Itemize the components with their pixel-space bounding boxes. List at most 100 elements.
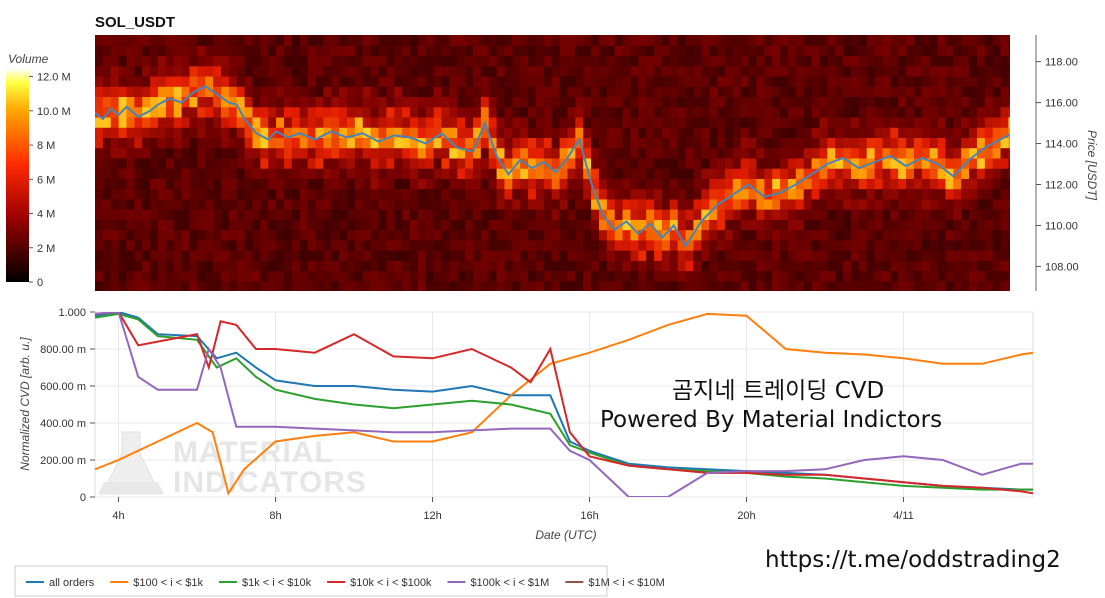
heatmap-cell xyxy=(520,178,529,190)
heatmap-cell xyxy=(378,147,387,159)
heatmap-cell xyxy=(906,147,915,159)
heatmap-cell xyxy=(953,55,962,67)
heatmap-cell xyxy=(1000,45,1010,57)
heatmap-cell xyxy=(559,188,569,200)
heatmap-cell xyxy=(835,75,844,87)
heatmap-cell xyxy=(717,250,726,261)
heatmap-cell xyxy=(291,239,301,251)
heatmap-cell xyxy=(370,86,380,98)
heatmap-cell xyxy=(772,137,781,149)
heatmap-cell xyxy=(575,198,584,210)
heatmap-cell xyxy=(283,106,293,118)
heatmap-cell xyxy=(480,178,490,190)
heatmap-cell xyxy=(630,157,639,169)
heatmap-cell xyxy=(984,280,994,291)
heatmap-cell xyxy=(693,239,702,251)
heatmap-cell xyxy=(598,86,608,98)
heatmap-cell xyxy=(362,239,372,251)
heatmap-cell xyxy=(1000,116,1010,128)
heatmap-cell xyxy=(929,178,939,190)
heatmap-cell xyxy=(1008,147,1010,159)
heatmap-cell xyxy=(134,96,143,108)
heatmap-cell xyxy=(559,178,569,190)
heatmap-cell xyxy=(512,178,521,190)
heatmap-cell xyxy=(260,147,269,159)
heatmap-cell xyxy=(969,178,978,190)
heatmap-cell xyxy=(740,65,750,77)
heatmap-cell xyxy=(685,229,695,241)
heatmap-cell xyxy=(528,137,537,149)
heatmap-cell xyxy=(606,198,616,210)
heatmap-cell xyxy=(638,209,647,220)
heatmap-cell xyxy=(331,178,340,190)
heatmap-cell xyxy=(598,280,608,291)
legend-label: $10k < i < $100k xyxy=(350,577,432,589)
heatmap-cell xyxy=(118,178,128,190)
heatmap-cell xyxy=(1008,188,1010,200)
heatmap-cell xyxy=(661,188,671,200)
heatmap-cell xyxy=(220,239,230,251)
heatmap-cell xyxy=(260,116,269,128)
heatmap-cell xyxy=(323,65,332,77)
heatmap-cell xyxy=(811,239,821,251)
heatmap-cell xyxy=(425,229,435,241)
heatmap-cell xyxy=(402,137,411,149)
heatmap-cell xyxy=(394,209,403,220)
heatmap-cell xyxy=(937,157,947,169)
heatmap-cell xyxy=(157,157,167,169)
heatmap-cell xyxy=(685,188,695,200)
heatmap-cell xyxy=(969,209,978,220)
heatmap-cell xyxy=(197,219,206,231)
heatmap-cell xyxy=(661,75,671,87)
heatmap-cell xyxy=(638,35,647,46)
heatmap-cell xyxy=(181,137,191,149)
heatmap-cell xyxy=(134,75,143,87)
heatmap-cell xyxy=(433,209,443,220)
heatmap-cell xyxy=(906,116,915,128)
heatmap-cell xyxy=(339,157,348,169)
heatmap-cell xyxy=(772,45,781,57)
heatmap-cell xyxy=(606,35,616,46)
heatmap-cell xyxy=(843,157,852,169)
heatmap-cell xyxy=(441,219,450,231)
heatmap-cell xyxy=(283,116,293,128)
heatmap-cell xyxy=(409,137,419,149)
heatmap-cell xyxy=(291,35,301,46)
heatmap-cell xyxy=(724,106,734,118)
heatmap-cell xyxy=(102,280,112,291)
heatmap-cell xyxy=(394,229,403,241)
heatmap-cell xyxy=(323,270,332,282)
heatmap-cell xyxy=(472,147,482,159)
heatmap-cell xyxy=(157,270,167,282)
heatmap-cell xyxy=(543,219,553,231)
heatmap-cell xyxy=(1016,209,1024,220)
heatmap-cell xyxy=(213,35,222,46)
heatmap-cell xyxy=(307,209,317,220)
heatmap-cell xyxy=(583,198,592,210)
heatmap-cell xyxy=(197,147,206,159)
heatmap-cell xyxy=(669,198,679,210)
heatmap-cell xyxy=(378,45,387,57)
heatmap-cell xyxy=(835,65,844,77)
heatmap-cell xyxy=(268,127,277,138)
heatmap-cell xyxy=(858,45,868,57)
heatmap-cell xyxy=(693,270,702,282)
heatmap-cell xyxy=(291,75,301,87)
telegram-link[interactable]: https://t.me/oddstrading2 xyxy=(765,547,1061,573)
heatmap-cell xyxy=(457,86,466,98)
heatmap-cell xyxy=(126,270,135,282)
heatmap-cell xyxy=(457,250,466,261)
heatmap-cell xyxy=(457,116,466,128)
heatmap-cell xyxy=(323,106,332,118)
heatmap-cell xyxy=(654,55,663,67)
heatmap-cell xyxy=(409,168,419,179)
heatmap-cell xyxy=(961,137,970,149)
heatmap-cell xyxy=(906,35,915,46)
heatmap-cell xyxy=(984,116,994,128)
heatmap-cell xyxy=(378,229,387,241)
heatmap-cell xyxy=(898,209,907,220)
heatmap-cell xyxy=(850,168,860,179)
heatmap-cell xyxy=(535,198,545,210)
heatmap-cell xyxy=(409,96,419,108)
heatmap-cell xyxy=(614,35,624,46)
